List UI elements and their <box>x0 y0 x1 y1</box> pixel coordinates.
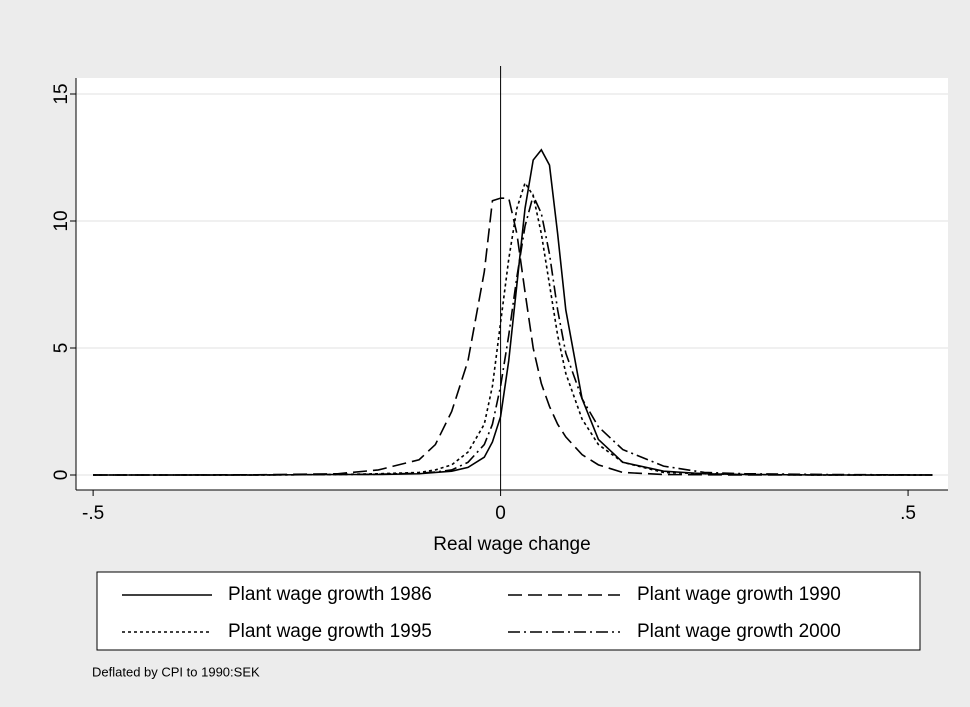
y-tick-label: 15 <box>51 83 72 104</box>
plot-area <box>76 78 948 490</box>
x-tick-label: -.5 <box>82 503 104 524</box>
note: Deflated by CPI to 1990:SEK <box>92 664 260 679</box>
y-tick-label: 0 <box>51 470 72 481</box>
y-tick-label: 5 <box>51 343 72 354</box>
series-line <box>93 148 933 476</box>
legend-label: Plant wage growth 1986 <box>228 584 432 605</box>
x-tick-label: .5 <box>900 503 916 524</box>
legend-label: Plant wage growth 2000 <box>637 621 841 642</box>
legend-box <box>96 571 921 651</box>
y-tick-label: 10 <box>51 210 72 231</box>
legend-label: Plant wage growth 1995 <box>228 621 432 642</box>
x-tick-label: 0 <box>495 503 506 524</box>
x-axis-title: Real wage change <box>433 534 590 555</box>
legend-label: Plant wage growth 1990 <box>637 584 841 605</box>
series-line <box>93 193 933 476</box>
series-line <box>93 197 933 476</box>
series-line <box>93 181 933 476</box>
